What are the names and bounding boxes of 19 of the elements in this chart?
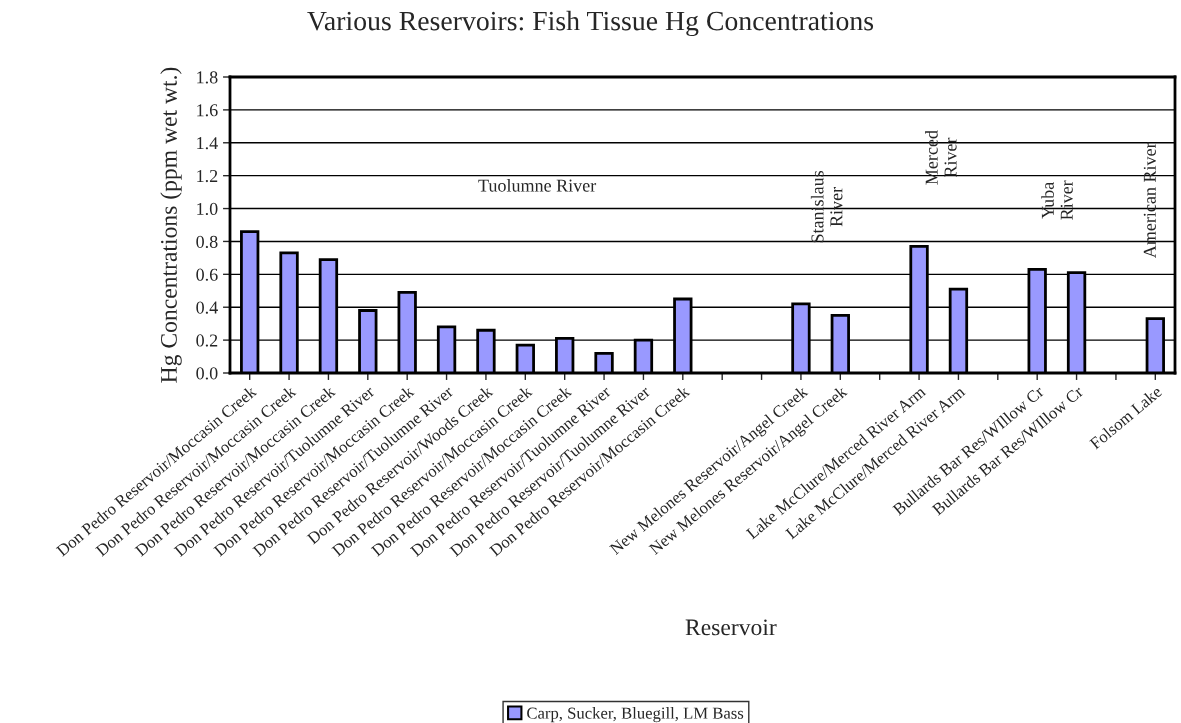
y-tick-label: 0.2 <box>196 334 218 347</box>
y-tick-label: 0.0 <box>196 367 218 380</box>
y-tick-label: 0.6 <box>196 268 218 281</box>
y-tick-label: 0.4 <box>196 301 218 314</box>
chart-title: Various Reservoirs: Fish Tissue Hg Concentrations <box>307 10 874 37</box>
legend-label: Carp, Sucker, Bluegill, LM Bass <box>527 707 744 723</box>
annotation: American River <box>1143 142 1156 259</box>
y-tick-label: 1.8 <box>197 71 218 84</box>
y-tick-label: 0.8 <box>196 235 218 248</box>
annotation: Tuolumne River <box>478 178 597 192</box>
y-tick-label: 1.2 <box>197 169 218 183</box>
annotation: Stanislaus River <box>810 170 843 243</box>
y-axis-title: Hg Concentrations (ppm wet wt.) <box>160 67 182 383</box>
y-tick-label: 1.6 <box>197 104 218 117</box>
x-axis-title: Reservoir <box>685 619 777 636</box>
y-tick-label: 1.0 <box>197 202 218 216</box>
y-tick-label: 1.4 <box>197 137 218 150</box>
annotation: Yuba River <box>1041 180 1073 220</box>
annotation: Merced River <box>925 130 957 185</box>
